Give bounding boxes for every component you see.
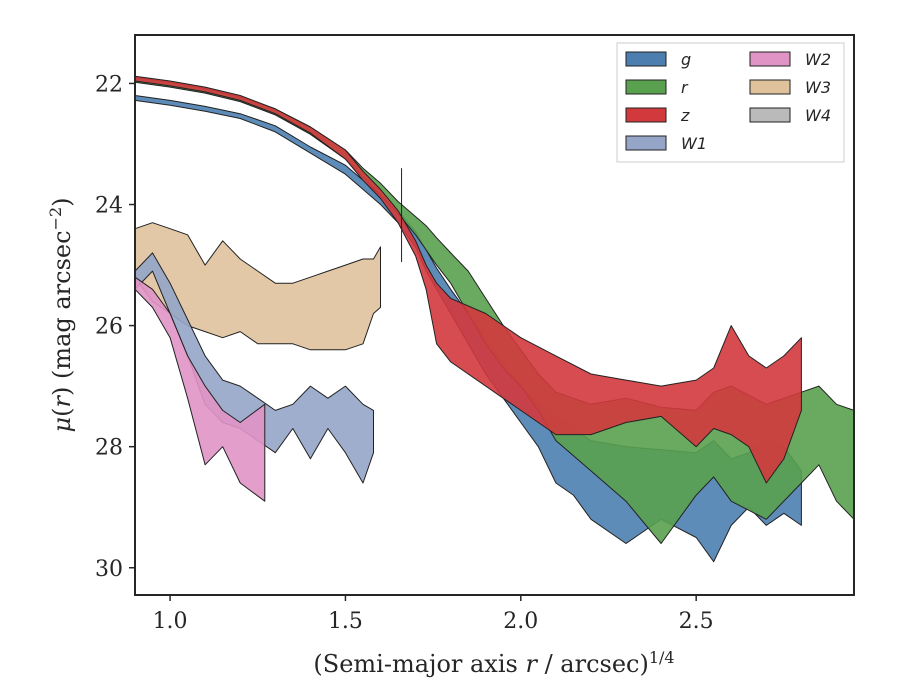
legend-label-z: z (680, 106, 690, 125)
band-W3 (134, 222, 381, 351)
legend-label-W3: W3 (805, 78, 831, 97)
profile-bands (134, 75, 855, 563)
axis-ticks: 1.0 1.5 2.0 2.5 22 24 26 28 30 (95, 72, 714, 634)
legend-label-W2: W2 (805, 50, 831, 69)
y-tick-label: 26 (95, 315, 123, 340)
y-tick-label: 30 (95, 557, 123, 582)
legend-swatch-z (625, 107, 667, 123)
x-tick-label: 2.0 (503, 609, 538, 634)
x-tick-label: 1.5 (328, 609, 363, 634)
legend-label-W1: W1 (681, 134, 707, 153)
band-W2 (134, 276, 266, 502)
legend-swatch-W2 (749, 51, 791, 67)
x-tick-label: 2.5 (679, 609, 714, 634)
x-axis-label: (Semi-major axis r / arcsec)1/4 (313, 648, 674, 678)
plot-frame (134, 34, 855, 596)
legend-label-g: g (681, 50, 691, 69)
x-tick-label: 1.0 (153, 609, 188, 634)
legend-label-r: r (681, 78, 689, 97)
legend-swatch-W1 (625, 135, 667, 151)
legend-swatch-W3 (749, 79, 791, 95)
y-tick-label: 24 (95, 194, 123, 219)
legend-swatch-r (625, 79, 667, 95)
legend-label-W4: W4 (805, 106, 831, 125)
y-tick-label: 28 (95, 436, 123, 461)
legend: grz W1 W2 W3 W4 (616, 42, 845, 163)
y-axis-label: μ(r) (mag arcsec−2) (46, 197, 76, 432)
y-tick-label: 22 (95, 72, 123, 97)
legend-swatch-W4 (749, 107, 791, 123)
legend-swatch-g (625, 51, 667, 67)
band-z (134, 75, 802, 484)
